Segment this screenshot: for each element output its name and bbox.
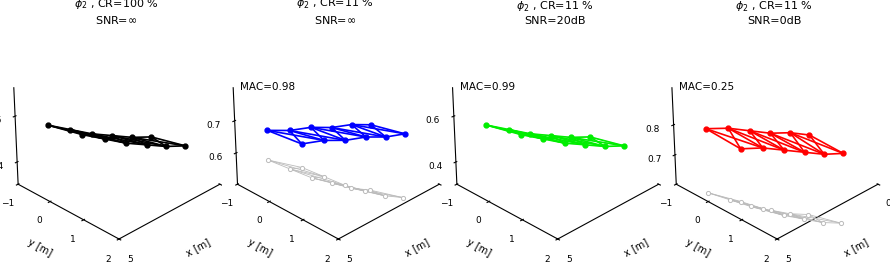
Y-axis label: y [m]: y [m] (26, 237, 54, 259)
Y-axis label: y [m]: y [m] (465, 237, 493, 259)
X-axis label: x [m]: x [m] (842, 237, 870, 259)
Y-axis label: y [m]: y [m] (246, 237, 273, 259)
Title: $\hat{\phi}_2$ , CR=11 %
SNR=$\infty$: $\hat{\phi}_2$ , CR=11 % SNR=$\infty$ (296, 0, 374, 26)
Title: $\phi_2$ , CR=100 %
SNR=$\infty$: $\phi_2$ , CR=100 % SNR=$\infty$ (74, 0, 158, 26)
X-axis label: x [m]: x [m] (403, 237, 431, 259)
X-axis label: x [m]: x [m] (184, 237, 212, 259)
Title: $\hat{\phi}_2$ , CR=11 %
SNR=0dB: $\hat{\phi}_2$ , CR=11 % SNR=0dB (735, 0, 813, 26)
Y-axis label: y [m]: y [m] (684, 237, 712, 259)
X-axis label: x [m]: x [m] (623, 237, 651, 259)
Text: MAC=0.98: MAC=0.98 (240, 82, 295, 92)
Text: MAC=0.99: MAC=0.99 (459, 82, 514, 92)
Title: $\hat{\phi}_2$ , CR=11 %
SNR=20dB: $\hat{\phi}_2$ , CR=11 % SNR=20dB (516, 0, 594, 26)
Text: MAC=0.25: MAC=0.25 (679, 82, 734, 92)
